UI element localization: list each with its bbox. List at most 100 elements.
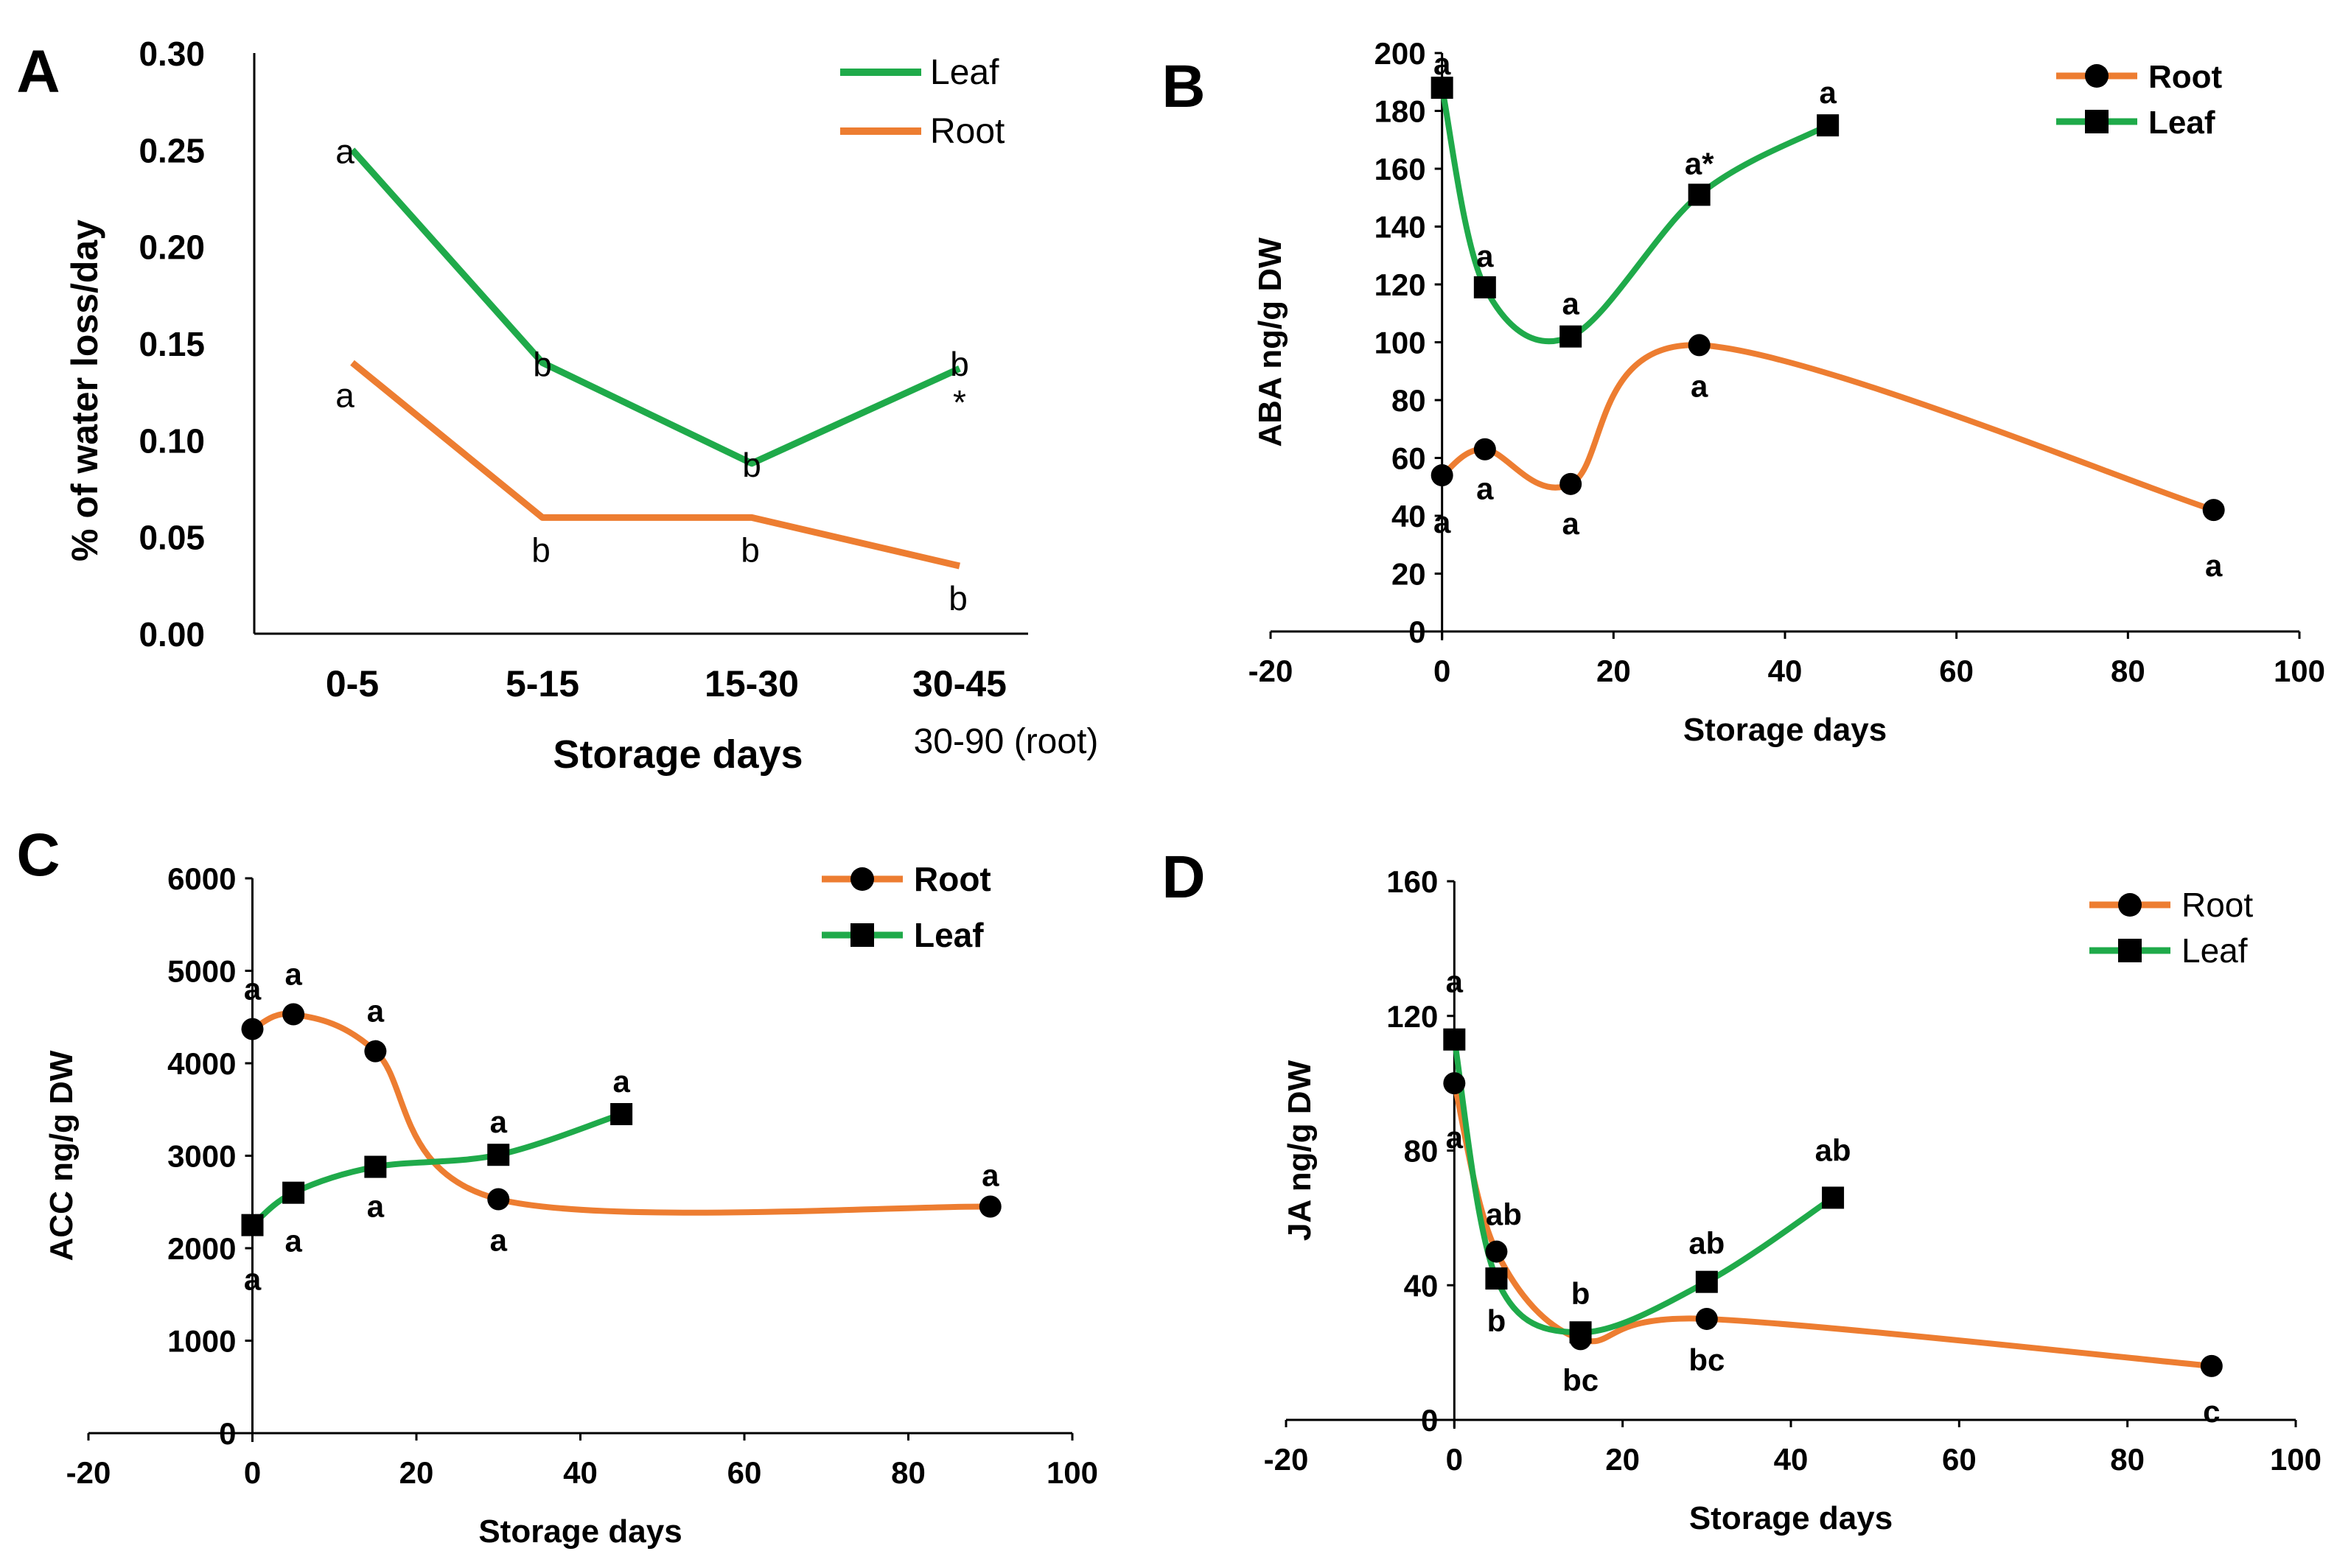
stat-letter: a [367,1189,385,1224]
y-tick-label: 3000 [167,1139,236,1174]
stat-letter: a [1433,46,1451,81]
data-point-root [487,1188,510,1211]
x-tick-label: 100 [2274,654,2325,688]
x-tick-label: -20 [1264,1442,1309,1477]
y-tick-label: 0.20 [139,228,205,267]
stat-letter: a [284,956,302,991]
data-point-leaf [1430,77,1453,99]
y-tick-label: 120 [1374,267,1426,302]
x-tick-label: 40 [563,1455,598,1490]
data-point-leaf [282,1181,305,1204]
series-line-root [350,360,961,570]
data-point-root [1559,472,1582,495]
y-tick-label: 0.05 [139,519,205,557]
stat-letter: a [1819,75,1837,110]
data-point-root [1473,438,1496,461]
x-extra-label: 30-90 (root) [914,722,1099,761]
y-tick-label: 0.10 [139,421,205,460]
legend-marker-leaf [850,923,874,947]
data-point-root [979,1195,1002,1218]
y-tick-label: 2000 [167,1231,236,1266]
x-tick-label: 5-15 [506,663,579,704]
y-tick-label: 4000 [167,1046,236,1081]
y-tick-label: 80 [1391,383,1426,418]
data-point-leaf [1695,1270,1718,1293]
legend-label: Root [2148,59,2223,95]
y-tick-label: 180 [1374,94,1426,129]
x-tick-label: 15-30 [705,663,799,704]
y-tick-label: 80 [1404,1134,1439,1169]
y-tick-label: 200 [1374,36,1426,71]
y-tick-label: 0 [1408,615,1425,649]
x-tick-label: 0 [244,1455,261,1490]
data-point-root [364,1040,387,1063]
data-point-leaf [1443,1028,1466,1051]
y-axis-title: % of water loss/day [64,220,105,561]
legend-label: Leaf [2148,105,2215,141]
stat-letter: ab [1815,1133,1851,1167]
data-point-root [1688,334,1711,357]
data-point-leaf [1559,325,1582,348]
data-point-leaf [364,1155,387,1178]
x-tick-label: 80 [891,1455,926,1490]
x-tick-label: 100 [2270,1442,2322,1477]
legend-marker-root [2085,64,2109,88]
stat-letter: b [1571,1276,1590,1311]
stat-letter: a [1562,506,1579,541]
y-axis-title: ACC ng/g DW [43,1050,80,1261]
x-tick-label: 100 [1047,1455,1098,1490]
stat-letter: b [533,345,552,383]
data-point-leaf [487,1144,510,1166]
legend-label: Leaf [930,53,999,92]
data-point-leaf [241,1214,264,1236]
y-tick-label: 160 [1386,864,1438,899]
data-point-root [2202,499,2225,522]
x-tick-label: 40 [1768,654,1803,688]
y-tick-label: 20 [1391,557,1426,592]
stat-letter: bc [1562,1362,1599,1397]
data-point-root [1443,1072,1466,1095]
y-tick-label: 120 [1386,999,1438,1034]
x-tick-label: 0 [1446,1442,1463,1477]
y-tick-label: 140 [1374,210,1426,245]
legend-marker-root [850,867,874,891]
stat-letter: a [982,1158,999,1193]
stat-letter: bc [1688,1343,1725,1377]
x-tick-label: 30-45 [912,663,1007,704]
y-tick-label: 0.25 [139,131,205,169]
stat-letter: a [1562,287,1579,321]
stat-letter: b [950,345,969,383]
data-point-root [1485,1240,1508,1263]
x-tick-label: 80 [2110,1442,2145,1477]
y-tick-label: 0 [1421,1403,1438,1438]
stat-letter: a [244,1262,262,1297]
y-tick-label: 40 [1404,1268,1439,1303]
stat-letter: a [490,1105,508,1139]
stat-letter: ab [1486,1197,1522,1232]
stat-letter: b [741,531,760,569]
x-tick-label: 20 [1605,1442,1640,1477]
data-point-leaf [1688,183,1711,206]
series-line-root [1440,342,2215,513]
x-tick-label: 60 [727,1455,762,1490]
y-tick-label: 5000 [167,954,236,989]
y-tick-label: 6000 [167,861,236,896]
stat-letter: a [1476,472,1494,506]
data-point-root [282,1003,305,1026]
x-tick-label: 20 [1596,654,1631,688]
y-tick-label: 0.15 [139,325,205,363]
x-axis-title: Storage days [553,732,803,777]
stat-letter: a [1433,505,1451,539]
y-tick-label: 1000 [167,1324,236,1359]
y-axis-title: ABA ng/g DW [1252,237,1288,447]
x-axis-title: Storage days [1683,712,1887,748]
x-tick-label: 0-5 [326,663,379,704]
legend-marker-leaf [2085,110,2109,133]
stat-letter: b [531,531,551,569]
legend-label: Root [930,112,1005,151]
data-point-leaf [1817,114,1840,137]
y-tick-label: 60 [1391,441,1426,476]
series-line-leaf [349,147,961,467]
stat-letter: b [1487,1303,1506,1338]
